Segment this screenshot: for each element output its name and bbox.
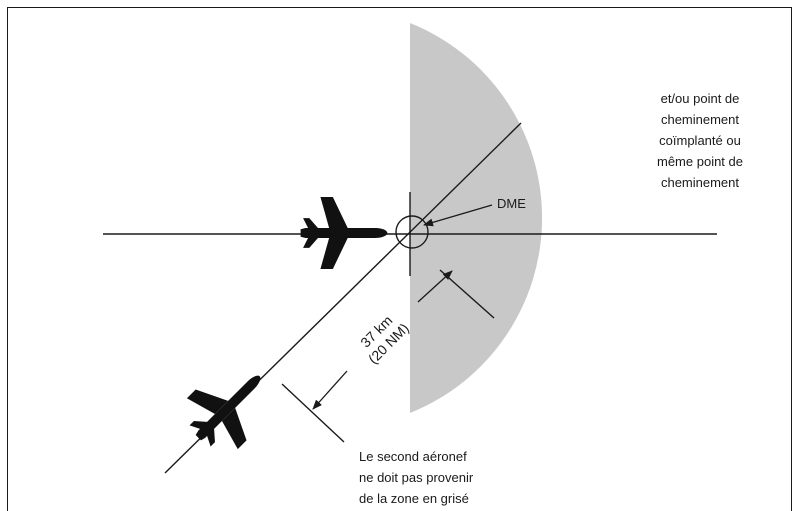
note-line: Le second aéronef xyxy=(359,449,467,464)
dme-label: DME xyxy=(497,196,526,211)
distance-arrow-upper xyxy=(417,270,453,303)
figure-frame xyxy=(7,7,792,511)
dme-pointer-arrow xyxy=(423,204,493,227)
note-line: ne doit pas provenir xyxy=(359,470,474,485)
shaded-zone xyxy=(410,23,543,413)
aircraft-icon xyxy=(186,375,261,450)
area-label-line: et/ou point de xyxy=(661,91,740,106)
area-label-line: cheminement xyxy=(661,175,739,190)
note-label: Le second aéronef ne doit pas provenir d… xyxy=(359,449,474,506)
distance-arrow-lower xyxy=(312,370,348,410)
aircraft-icon xyxy=(300,197,388,269)
area-label-line: même point de xyxy=(657,154,743,169)
note-line: de la zone en grisé xyxy=(359,491,469,506)
area-label-line: cheminement xyxy=(661,112,739,127)
area-label-line: coïmplanté ou xyxy=(659,133,741,148)
distance-label: 37 km (20 NM) xyxy=(357,312,412,367)
distance-tick-outer xyxy=(281,383,345,443)
dme-circle xyxy=(395,215,429,249)
area-label: et/ou point de cheminement coïmplanté ou… xyxy=(657,91,743,190)
